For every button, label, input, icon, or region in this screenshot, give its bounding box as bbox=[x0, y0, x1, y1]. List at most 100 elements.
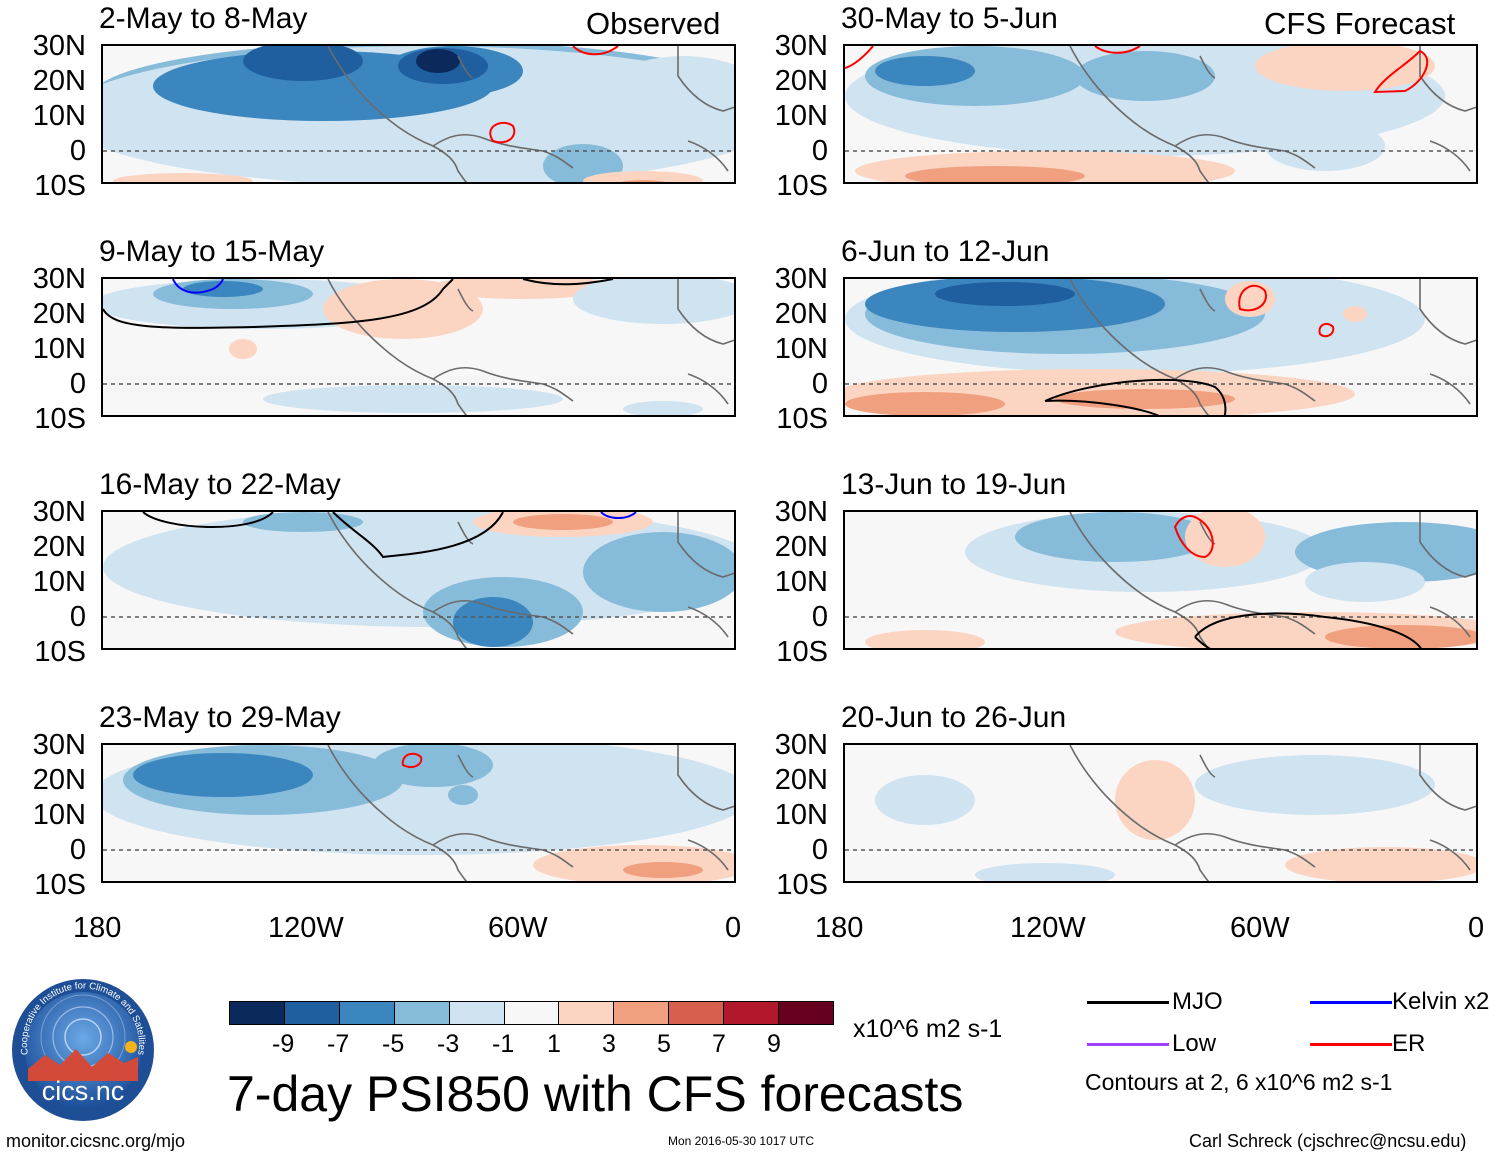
lat-label: 30N bbox=[32, 30, 86, 62]
panel-title: 6-Jun to 12-Jun bbox=[841, 235, 1050, 268]
colorbar-swatch bbox=[449, 1002, 505, 1024]
anomaly-shading bbox=[448, 785, 478, 805]
contour-line bbox=[1318, 322, 1335, 338]
map-field bbox=[103, 279, 734, 415]
lon-label: 180 bbox=[73, 912, 122, 944]
lat-label: 0 bbox=[811, 601, 828, 633]
lat-label: 10S bbox=[776, 636, 828, 668]
lat-label: 10S bbox=[34, 869, 86, 901]
colorbar-units: x10^6 m2 s-1 bbox=[853, 1015, 1003, 1043]
map-panel bbox=[101, 44, 736, 184]
colorbar-label: 1 bbox=[547, 1030, 561, 1058]
anomaly-shading bbox=[875, 56, 975, 86]
lat-label: 0 bbox=[69, 601, 86, 633]
anomaly-shading bbox=[1115, 760, 1195, 840]
contour-line bbox=[1373, 49, 1429, 94]
contour-line bbox=[172, 279, 224, 294]
lat-label: 0 bbox=[69, 135, 86, 167]
lat-label: 0 bbox=[69, 368, 86, 400]
lat-label: 10N bbox=[32, 100, 86, 132]
coastline bbox=[1069, 46, 1476, 182]
forecast-label: CFS Forecast bbox=[1264, 6, 1456, 41]
map-panel bbox=[843, 44, 1478, 184]
lon-label: 180 bbox=[815, 912, 864, 944]
contour-line bbox=[845, 46, 874, 69]
coastline bbox=[327, 46, 734, 182]
lat-label: 10S bbox=[34, 403, 86, 435]
cicsnc-logo: Cooperative Institute for Climate and Sa… bbox=[10, 977, 156, 1123]
lat-label: 20N bbox=[32, 298, 86, 330]
lat-label: 10S bbox=[776, 869, 828, 901]
colorbar-swatch bbox=[614, 1002, 670, 1024]
coastline bbox=[1069, 745, 1476, 881]
anomaly-shading bbox=[416, 49, 460, 73]
anomaly-shading bbox=[513, 514, 613, 530]
lat-label: 10N bbox=[774, 566, 828, 598]
legend-line-low bbox=[1087, 1043, 1169, 1046]
lat-label: 10N bbox=[32, 566, 86, 598]
lon-label: 0 bbox=[1468, 912, 1485, 944]
map-field bbox=[845, 512, 1476, 648]
legend-label-mjo: MJO bbox=[1172, 988, 1223, 1015]
map-field bbox=[845, 745, 1476, 881]
anomaly-shading bbox=[593, 56, 734, 156]
footer-url[interactable]: monitor.cicsnc.org/mjo bbox=[6, 1131, 186, 1151]
anomaly-shading bbox=[623, 401, 703, 415]
anomaly-shading bbox=[1255, 46, 1435, 91]
colorbar-swatch bbox=[284, 1002, 340, 1024]
colorbar-label: 3 bbox=[602, 1030, 616, 1058]
colorbar-label: -9 bbox=[272, 1030, 295, 1058]
anomaly-shading bbox=[1265, 121, 1385, 171]
coastline bbox=[327, 279, 734, 415]
panel-title: 20-Jun to 26-Jun bbox=[841, 701, 1067, 734]
contour-line bbox=[1194, 612, 1422, 648]
map-field bbox=[103, 512, 734, 648]
anomaly-shading bbox=[1185, 512, 1265, 567]
lat-label: 0 bbox=[811, 368, 828, 400]
colorbar-swatch bbox=[394, 1002, 450, 1024]
anomaly-shading bbox=[143, 552, 243, 592]
contour-line bbox=[600, 512, 637, 519]
colorbar-label: -1 bbox=[492, 1030, 515, 1058]
colorbar-swatch bbox=[559, 1002, 615, 1024]
lat-label: 10S bbox=[776, 403, 828, 435]
map-field bbox=[103, 46, 734, 182]
map-panel bbox=[101, 743, 736, 883]
anomaly-shading bbox=[453, 597, 533, 647]
legend-note: Contours at 2, 6 x10^6 m2 s-1 bbox=[1085, 1069, 1393, 1095]
lat-label: 30N bbox=[774, 729, 828, 761]
colorbar-label: 5 bbox=[657, 1030, 671, 1058]
anomaly-shading bbox=[583, 532, 734, 612]
coastline bbox=[1069, 279, 1476, 415]
map-panel bbox=[843, 743, 1478, 883]
anomaly-shading bbox=[263, 385, 563, 413]
legend-label-er: ER bbox=[1392, 1030, 1426, 1057]
lat-label: 10N bbox=[32, 333, 86, 365]
contour-line bbox=[142, 512, 274, 529]
anomaly-shading bbox=[845, 392, 1005, 415]
lat-label: 10N bbox=[774, 100, 828, 132]
anomaly-shading bbox=[1325, 625, 1476, 648]
panel-title: 23-May to 29-May bbox=[99, 701, 341, 734]
lat-label: 20N bbox=[774, 764, 828, 796]
colorbar-swatch bbox=[230, 1002, 285, 1024]
lat-label: 30N bbox=[774, 263, 828, 295]
contour-line bbox=[1238, 284, 1267, 312]
anomaly-shading bbox=[583, 171, 703, 182]
colorbar-swatch bbox=[339, 1002, 395, 1024]
anomaly-shading bbox=[1285, 847, 1476, 881]
panel-title: 16-May to 22-May bbox=[99, 468, 341, 501]
map-field bbox=[845, 46, 1476, 182]
anomaly-shading bbox=[1305, 562, 1425, 602]
lat-label: 30N bbox=[32, 263, 86, 295]
anomaly-shading bbox=[113, 173, 253, 182]
observed-label: Observed bbox=[586, 6, 721, 41]
panel-title: 2-May to 8-May bbox=[99, 2, 308, 35]
anomaly-shading bbox=[1225, 281, 1275, 317]
coastline bbox=[327, 745, 734, 881]
colorbar-swatch bbox=[779, 1002, 833, 1024]
contour-line bbox=[1044, 378, 1227, 415]
anomaly-shading bbox=[1075, 51, 1215, 101]
lon-label: 0 bbox=[725, 912, 742, 944]
anomaly-shading bbox=[623, 862, 703, 878]
